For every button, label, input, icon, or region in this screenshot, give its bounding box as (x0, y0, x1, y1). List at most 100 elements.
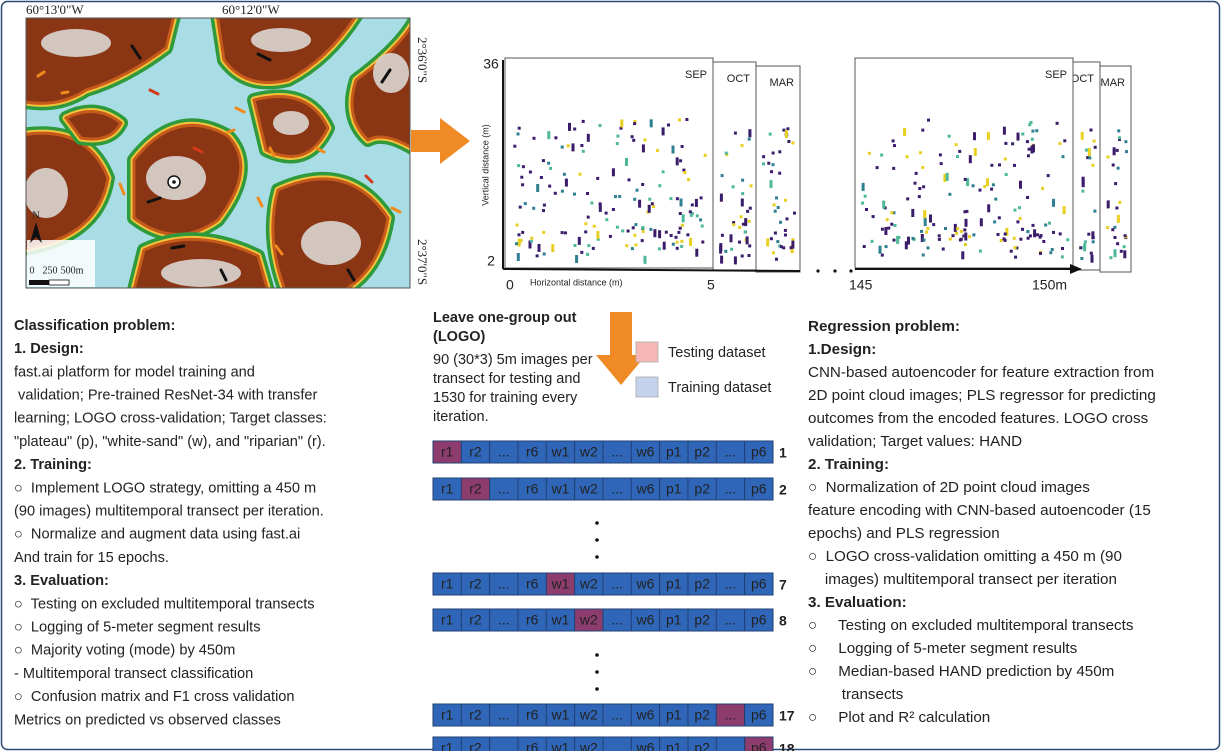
point-cloud-dot (658, 230, 661, 238)
scale-label: 0 (30, 265, 35, 276)
body-line: images) multitemporal transect per itera… (808, 571, 1117, 588)
point-cloud-dot (903, 128, 906, 136)
point-cloud-dot (532, 207, 535, 210)
cell-label: ... (611, 740, 623, 751)
point-cloud-dot (1087, 233, 1090, 236)
point-cloud-dot (749, 207, 752, 210)
point-cloud-dot (965, 219, 968, 227)
point-cloud-dot (992, 183, 995, 186)
point-cloud-dot (586, 253, 589, 256)
point-cloud-dot (632, 139, 635, 142)
point-cloud-dot (1118, 201, 1121, 204)
cell-label: ... (611, 612, 623, 628)
point-cloud-dot (575, 255, 578, 263)
point-cloud-dot (573, 193, 576, 196)
point-cloud-dot (964, 178, 967, 181)
point-cloud-dot (587, 134, 590, 142)
month-label: SEP (685, 69, 707, 81)
point-cloud-dot (1081, 190, 1084, 193)
cell-label: r1 (441, 481, 454, 497)
point-cloud-dot (775, 196, 778, 199)
point-cloud-dot (1005, 173, 1008, 176)
cell-label: ... (725, 707, 737, 723)
point-cloud-dot (940, 162, 943, 165)
point-cloud-dot (893, 239, 896, 242)
latitude-label: 2°36'0"S (415, 37, 430, 83)
cell-label: ... (498, 707, 510, 723)
point-cloud-dot (906, 155, 909, 158)
point-cloud-dot (750, 184, 753, 187)
month-label: MAR (1101, 77, 1126, 89)
map-peak (373, 53, 409, 93)
point-cloud-dot (1019, 217, 1022, 220)
point-cloud-dot (644, 256, 647, 264)
point-cloud-dot (946, 173, 949, 181)
point-cloud-dot (927, 246, 930, 249)
point-cloud-dot (876, 166, 879, 169)
point-cloud-dot (719, 246, 722, 254)
section-heading: 2. Training: (14, 457, 92, 473)
point-cloud-dot (1114, 236, 1117, 239)
section-heading: 2. Training: (808, 456, 889, 473)
point-cloud-dot (1090, 252, 1093, 255)
point-cloud-dot (1014, 256, 1017, 259)
point-cloud-dot (924, 218, 927, 226)
cell-label: p1 (666, 740, 682, 751)
body-line: ○ Plot and R² calculation (808, 709, 990, 726)
point-cloud-dot (678, 118, 681, 121)
body-line: ○ Confusion matrix and F1 cross validati… (14, 689, 295, 705)
point-cloud-dot (536, 254, 539, 257)
cell-label: w1 (551, 444, 570, 460)
point-cloud-dot (652, 205, 655, 208)
point-cloud-dot (561, 231, 564, 234)
point-cloud-dot (1091, 255, 1094, 263)
body-line: transects (808, 686, 904, 703)
axis-gap-dot (816, 269, 819, 272)
cell-label: p6 (751, 707, 767, 723)
point-cloud-dot (732, 223, 735, 226)
point-cloud-dot (653, 229, 656, 237)
point-cloud-dot (584, 222, 587, 225)
point-cloud-dot (593, 225, 596, 228)
point-cloud-dot (926, 227, 929, 230)
cell-label: p6 (751, 444, 767, 460)
point-cloud-dot (1115, 207, 1118, 210)
point-cloud-dot (890, 211, 893, 214)
point-cloud-dot (681, 145, 684, 148)
point-cloud-dot (627, 230, 630, 233)
point-cloud-dot (1044, 224, 1047, 227)
point-cloud-dot (656, 149, 659, 152)
body-line: ○ Majority voting (mode) by 450m (14, 643, 235, 659)
point-cloud-dot (997, 233, 1000, 236)
map-peak (24, 168, 68, 218)
point-cloud-dot (1113, 147, 1116, 155)
point-cloud-dot (1028, 123, 1031, 126)
point-cloud-dot (787, 140, 790, 143)
point-cloud-dot (549, 167, 552, 170)
point-cloud-dot (574, 244, 577, 247)
cell-label: p2 (694, 707, 710, 723)
point-cloud-dot (748, 220, 751, 223)
point-cloud-dot (695, 199, 698, 207)
point-cloud-dot (1021, 228, 1024, 231)
point-cloud-dot (628, 178, 631, 181)
point-cloud-dot (746, 210, 749, 213)
point-cloud-dot (679, 159, 682, 162)
point-cloud-dot (865, 208, 868, 211)
cell-label: r1 (441, 740, 454, 751)
point-cloud-dot (766, 239, 769, 247)
point-cloud-dot (676, 157, 679, 165)
point-cloud-dot (542, 209, 545, 212)
point-cloud-dot (1091, 164, 1094, 167)
body-line: feature encoding with CNN-based autoenco… (808, 502, 1151, 519)
point-cloud-dot (543, 204, 546, 207)
section-title: Classification problem: (14, 318, 175, 334)
point-cloud-dot (1017, 133, 1020, 141)
cell-label: w2 (579, 481, 598, 497)
body-line: learning; LOGO cross-validation; Target … (14, 411, 327, 427)
body-line: ○ Testing on excluded multitemporal tran… (14, 596, 315, 612)
point-cloud-dot (1059, 142, 1062, 145)
point-cloud-dot (864, 195, 867, 198)
latitude-label: 2°37'0"S (415, 239, 430, 285)
point-cloud-dot (561, 190, 564, 193)
